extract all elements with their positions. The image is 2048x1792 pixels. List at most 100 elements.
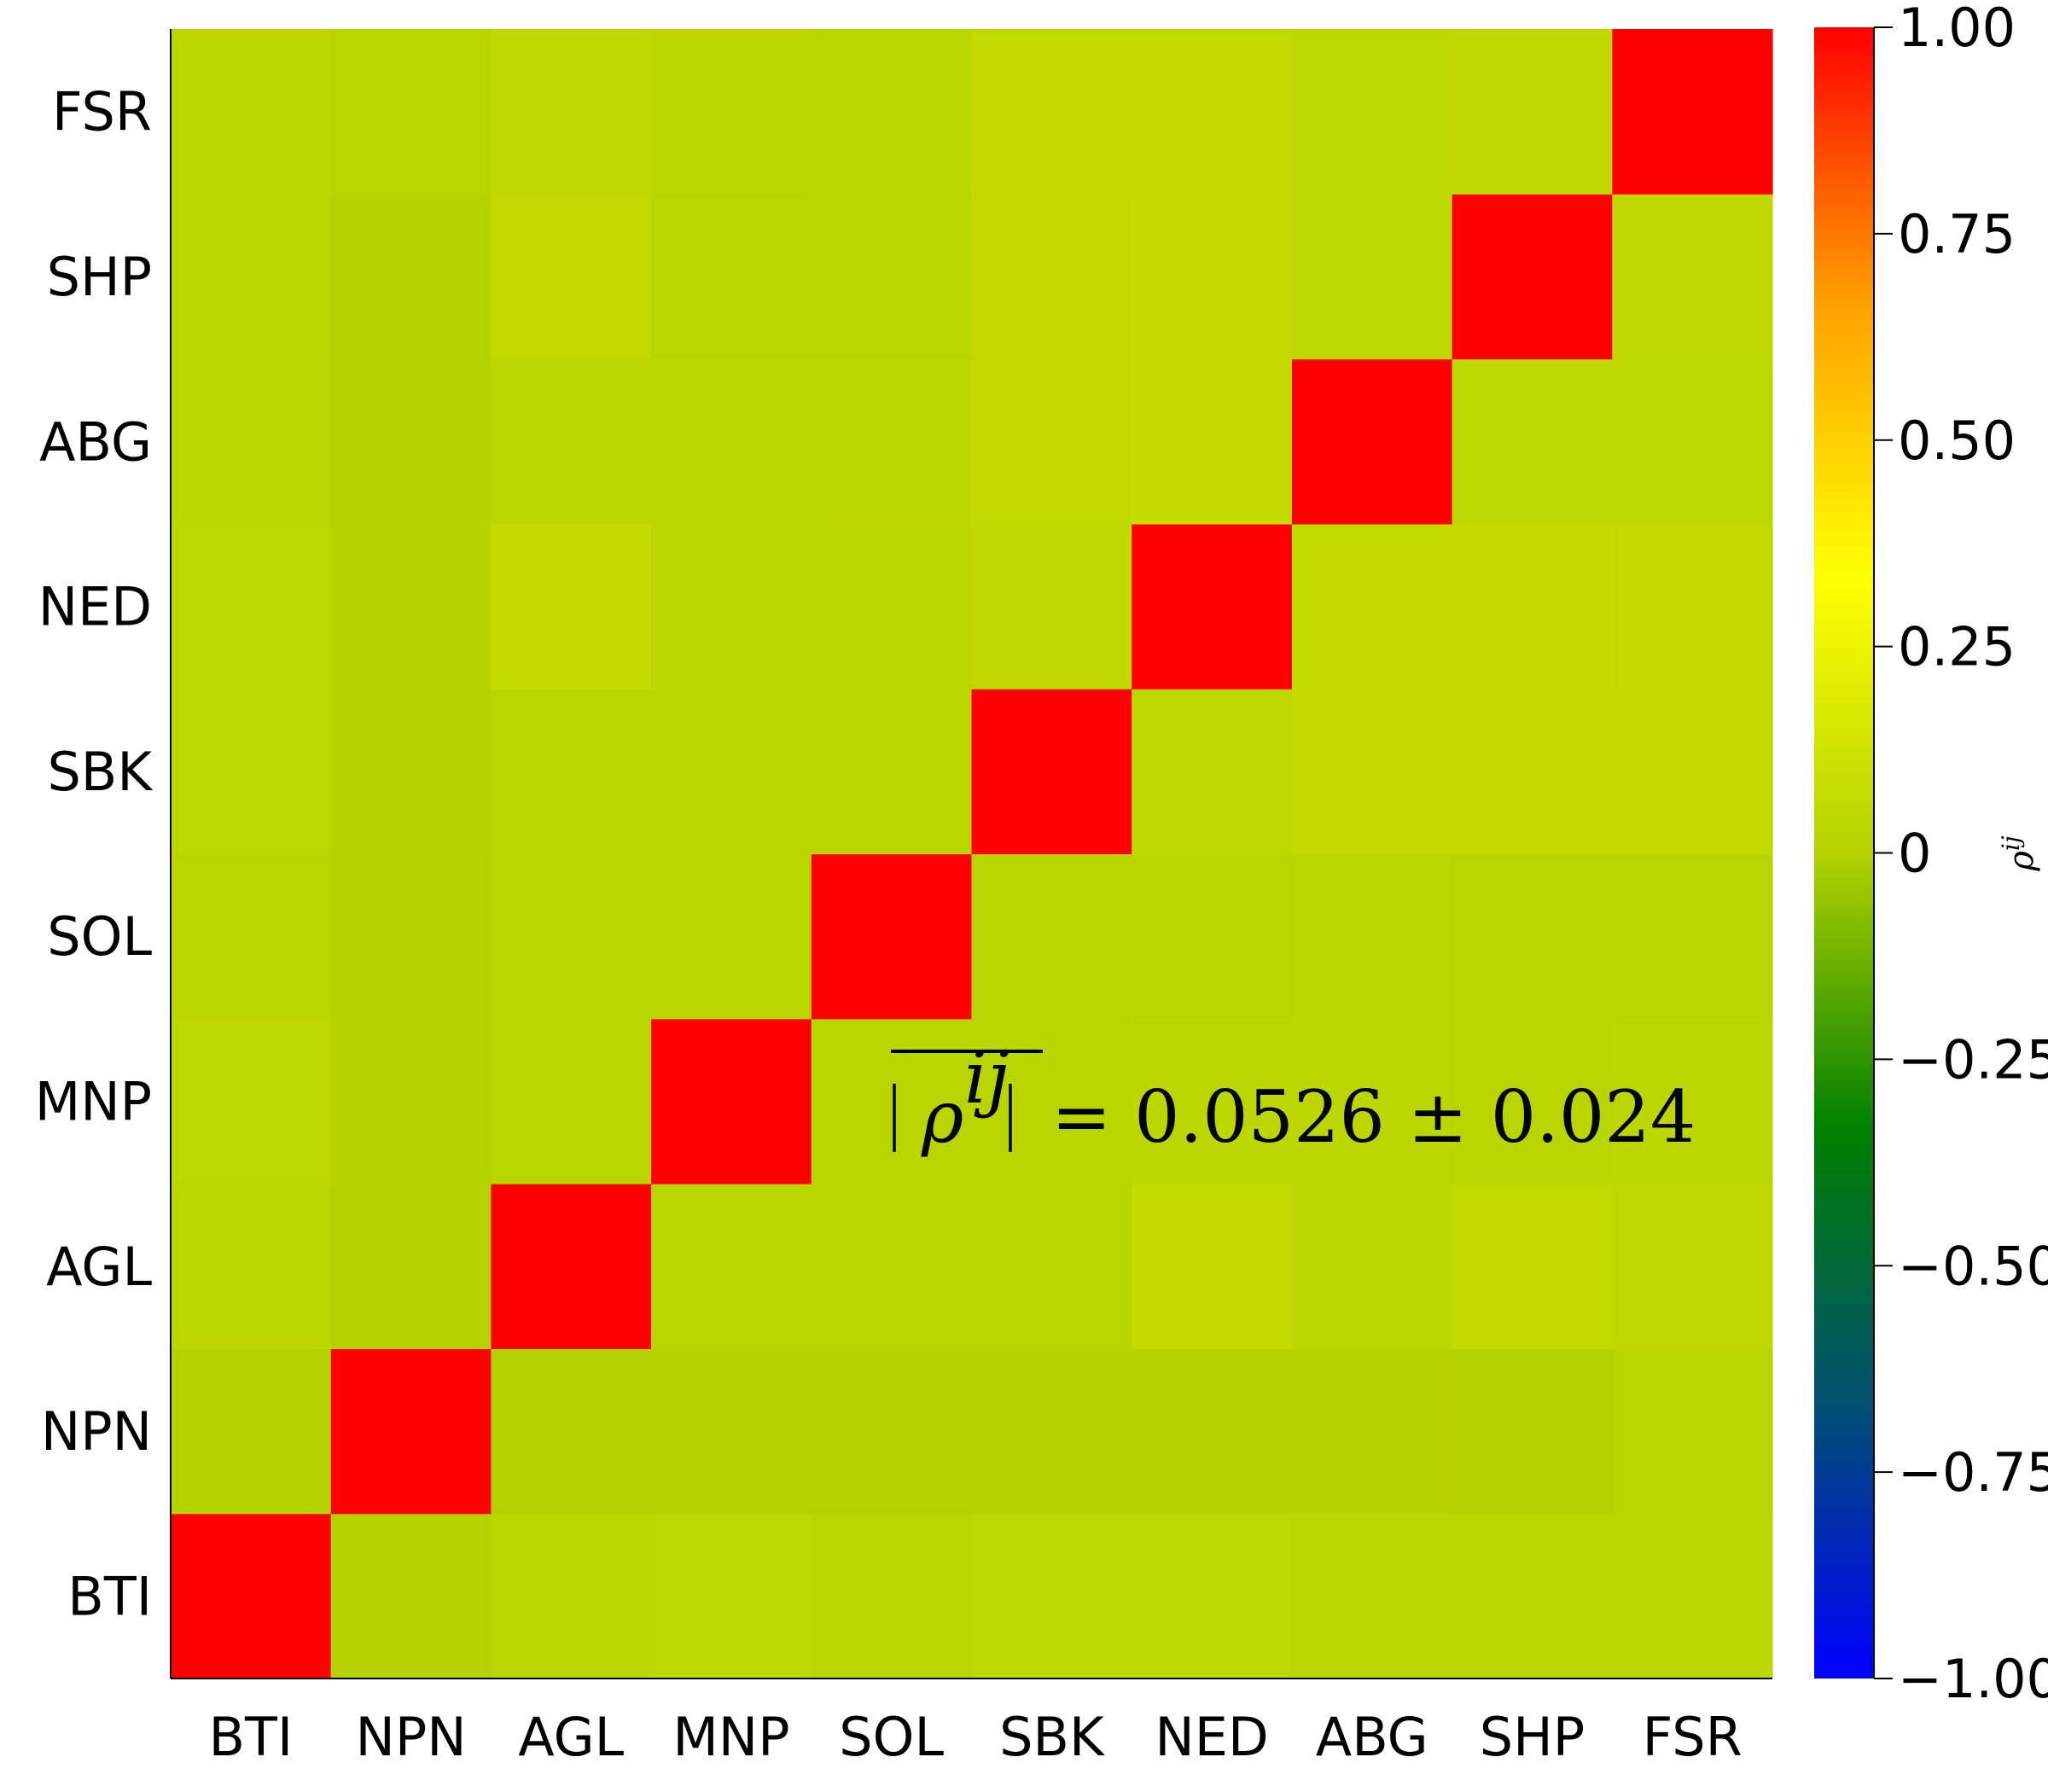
heatmap-cell-MNP-SOL (811, 1018, 973, 1184)
x-tick-label-NPN: NPN (355, 1706, 466, 1768)
x-tick-label-NED: NED (1155, 1706, 1268, 1768)
annotation-rho-symbol: ρ (921, 1075, 963, 1159)
heatmap-cell-BTI-ABG (1291, 1513, 1453, 1679)
heatmap-cell-SOL-ABG (1291, 853, 1453, 1020)
heatmap-cell-ABG-NPN (330, 358, 492, 525)
colorbar-tick-label: 1.00 (1898, 0, 2016, 59)
y-tick-label-FSR: FSR (52, 81, 152, 143)
heatmap-cell-NPN-ABG (1291, 1348, 1453, 1515)
x-tick-label-SHP: SHP (1480, 1706, 1585, 1768)
heatmap-cell-FSR-BTI (171, 29, 332, 195)
heatmap-cell-FSR-NPN (330, 29, 492, 195)
heatmap-cell-NPN-NED (1132, 1348, 1293, 1515)
colorbar-tick-label: 0 (1898, 823, 1931, 885)
heatmap-cell-ABG-SBK (971, 358, 1132, 525)
heatmap-cell-SBK-AGL (491, 689, 652, 855)
heatmap-cell-ABG-SHP (1452, 358, 1613, 525)
heatmap-cell-SHP-SBK (971, 194, 1132, 360)
heatmap-cell-NPN-MNP (651, 1348, 812, 1515)
heatmap-cell-SBK-BTI (171, 689, 332, 855)
colorbar-tick-label: 0.25 (1898, 616, 2016, 678)
heatmap-cell-SBK-ABG (1291, 689, 1453, 855)
heatmap-cell-ABG-FSR (1612, 358, 1773, 525)
colorbar-tick-label: −1.00 (1898, 1648, 2048, 1710)
heatmap-cell-MNP-NED (1132, 1018, 1293, 1184)
heatmap-cell-BTI-SBK (971, 1513, 1132, 1679)
heatmap-cell-AGL-ABG (1291, 1184, 1453, 1349)
heatmap-cell-AGL-SBK (971, 1184, 1132, 1349)
heatmap-cell-NPN-AGL (491, 1348, 652, 1515)
heatmap-cell-SBK-NED (1132, 689, 1293, 855)
heatmap-cell-NED-MNP (651, 523, 812, 689)
heatmap-cell-SBK-FSR (1612, 689, 1773, 855)
heatmap-cell-MNP-NPN (330, 1018, 492, 1184)
heatmap-cell-ABG-ABG (1291, 358, 1453, 525)
heatmap-cell-AGL-NED (1132, 1184, 1293, 1349)
heatmap-cell-BTI-BTI (171, 1513, 332, 1679)
x-tick-label-ABG: ABG (1316, 1706, 1428, 1768)
heatmap-cell-BTI-AGL (491, 1513, 652, 1679)
heatmap-cell-SOL-SBK (971, 853, 1132, 1020)
heatmap-cell-SOL-SOL (811, 853, 973, 1020)
heatmap-cell-NED-NPN (330, 523, 492, 689)
heatmap-cell-SBK-NPN (330, 689, 492, 855)
heatmap-cell-SHP-BTI (171, 194, 332, 360)
heatmap-cell-SOL-MNP (651, 853, 812, 1020)
heatmap-cell-ABG-SOL (811, 358, 973, 525)
y-tick-label-AGL: AGL (46, 1236, 152, 1298)
heatmap-cell-SHP-SOL (811, 194, 973, 360)
x-tick-label-FSR: FSR (1643, 1706, 1743, 1768)
heatmap-cell-FSR-SOL (811, 29, 973, 195)
heatmap-cell-NED-BTI (171, 523, 332, 689)
colorbar-tick-label: −0.75 (1898, 1441, 2048, 1504)
heatmap-cell-ABG-BTI (171, 358, 332, 525)
heatmap-cell-MNP-SBK (971, 1018, 1132, 1184)
heatmap-cell-SOL-NPN (330, 853, 492, 1020)
colorbar-tick-label: −0.25 (1898, 1028, 2048, 1091)
heatmap-cell-BTI-SHP (1452, 1513, 1613, 1679)
x-tick-label-BTI: BTI (208, 1706, 293, 1768)
heatmap-cell-SHP-ABG (1291, 194, 1453, 360)
heatmap-cell-SOL-BTI (171, 853, 332, 1020)
heatmap-cell-ABG-MNP (651, 358, 812, 525)
colorbar: 1.00 0.75 0.50 0.25 0 −0.25 −0.50 −0.75 −1.00 ρij (1814, 0, 2048, 1710)
y-tick-label-SBK: SBK (47, 741, 153, 803)
heatmap-cell-SHP-MNP (651, 194, 812, 360)
heatmap-cell-MNP-SHP (1452, 1018, 1613, 1184)
heatmap-cells (171, 29, 1773, 1679)
annotation-value: = 0.0526 ± 0.024 (1051, 1075, 1696, 1159)
colorbar-tick-label: 0.75 (1898, 203, 2016, 265)
colorbar-tick-label: 0.50 (1898, 410, 2016, 472)
heatmap-cell-AGL-SHP (1452, 1184, 1613, 1349)
heatmap-cell-FSR-SHP (1452, 29, 1613, 195)
heatmap-cell-MNP-AGL (491, 1018, 652, 1184)
heatmap-cell-FSR-FSR (1612, 29, 1773, 195)
heatmap-cell-FSR-SBK (971, 29, 1132, 195)
heatmap-cell-SOL-AGL (491, 853, 652, 1020)
heatmap-cell-NED-AGL (491, 523, 652, 689)
heatmap-cell-MNP-FSR (1612, 1018, 1773, 1184)
colorbar-title-superscript: ij (1997, 835, 2025, 851)
heatmap-cell-SOL-SHP (1452, 853, 1613, 1020)
heatmap-cell-MNP-ABG (1291, 1018, 1453, 1184)
heatmap-cell-NED-ABG (1291, 523, 1453, 689)
heatmap-cell-MNP-MNP (651, 1018, 812, 1184)
annotation-superscript: ij (964, 1036, 1009, 1120)
y-tick-labels: BTI NPN AGL MNP SOL SBK NED ABG SHP FSR (35, 81, 154, 1628)
heatmap-cell-NPN-FSR (1612, 1348, 1773, 1515)
heatmap-cell-NPN-BTI (171, 1348, 332, 1515)
heatmap-cell-NPN-SHP (1452, 1348, 1613, 1515)
y-tick-label-NED: NED (38, 576, 152, 638)
heatmap-cell-AGL-FSR (1612, 1184, 1773, 1349)
heatmap-cell-NED-NED (1132, 523, 1293, 689)
heatmap-cell-SHP-NPN (330, 194, 492, 360)
mean-correlation-annotation: ρ ij = 0.0526 ± 0.024 (891, 1036, 1696, 1159)
heatmap-cell-SHP-AGL (491, 194, 652, 360)
colorbar-title: ρij (1997, 835, 2041, 871)
heatmap-cell-BTI-MNP (651, 1513, 812, 1679)
x-tick-label-AGL: AGL (518, 1706, 624, 1768)
heatmap-cell-FSR-MNP (651, 29, 812, 195)
heatmap-cell-BTI-FSR (1612, 1513, 1773, 1679)
y-tick-label-ABG: ABG (39, 410, 152, 473)
